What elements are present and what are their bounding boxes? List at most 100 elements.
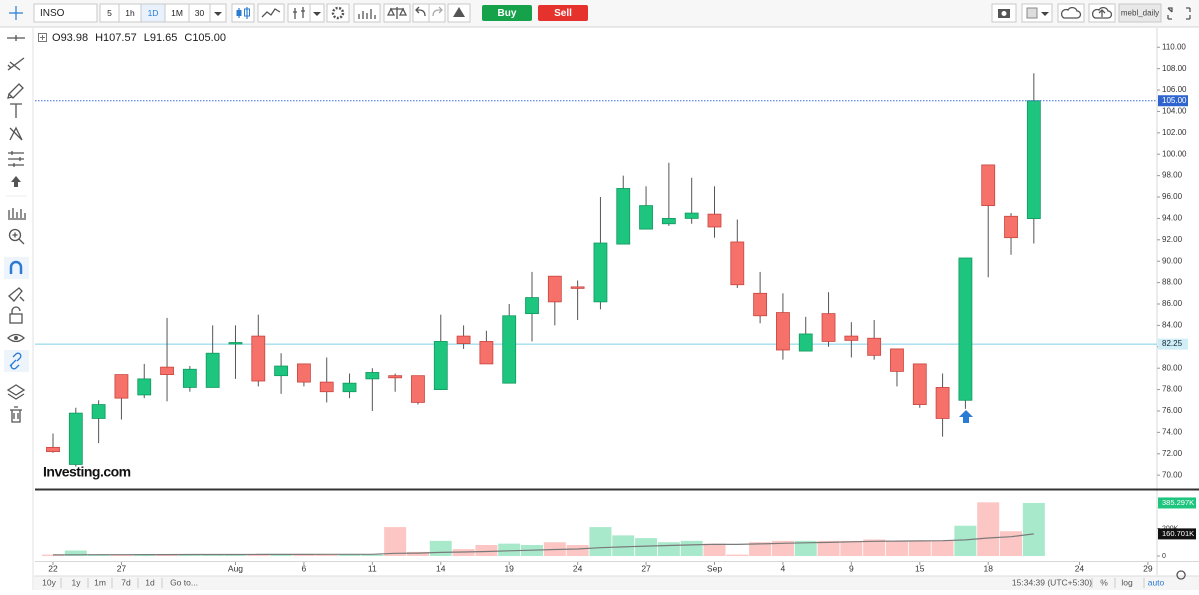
line-tool[interactable] <box>7 35 25 41</box>
range-button[interactable]: 1m <box>94 577 106 587</box>
candle-body <box>798 333 813 352</box>
lock-icon <box>11 306 21 314</box>
volume-bar <box>885 540 908 557</box>
candles-icon <box>244 8 250 17</box>
buy-button[interactable] <box>482 5 532 21</box>
x-tick-label: 29 <box>1143 563 1153 573</box>
frame-icon <box>1026 7 1038 19</box>
redo-button[interactable] <box>428 3 446 23</box>
y-tick-label: 84.00 <box>1162 321 1183 330</box>
candle-body <box>593 242 608 303</box>
range-button[interactable]: 7d <box>121 577 131 587</box>
crosshair-tool[interactable] <box>9 6 23 20</box>
candle-body <box>776 312 790 351</box>
settings-icon[interactable] <box>1176 570 1186 580</box>
volume-bar <box>110 554 133 557</box>
pattern-tool[interactable] <box>9 126 23 141</box>
y-tick-label: 86.00 <box>1162 299 1183 308</box>
line-button[interactable] <box>257 3 285 23</box>
scale-option[interactable]: auto <box>1148 577 1165 587</box>
magnet-active <box>4 257 29 279</box>
candles-button[interactable] <box>231 3 255 23</box>
axes: 70.0072.0074.0076.0078.0080.0082.0084.00… <box>48 42 1196 573</box>
y-tick-label: 88.00 <box>1162 278 1183 287</box>
trash-tool[interactable] <box>10 406 22 423</box>
lock-tool[interactable] <box>9 313 23 324</box>
level-badge <box>1158 338 1188 350</box>
text-tool[interactable] <box>10 103 22 118</box>
last-price-label: 105.00 <box>1162 96 1187 105</box>
sync-tool[interactable] <box>9 352 22 370</box>
y-tick-label: 78.00 <box>1162 385 1183 394</box>
ma-label: 160.701K <box>1162 529 1194 538</box>
candles-icon <box>236 10 242 16</box>
zoom-tool[interactable] <box>8 228 22 242</box>
volume-bar <box>863 539 886 557</box>
candle-body <box>46 446 60 453</box>
candle-body <box>661 218 676 225</box>
level-label: 82.25 <box>1162 339 1183 348</box>
legend-key: O <box>52 32 61 44</box>
candle-body <box>684 212 699 219</box>
x-tick-label: 27 <box>117 563 127 573</box>
candle-body <box>91 404 106 419</box>
bottom-bar <box>34 576 1199 590</box>
volume-bar <box>771 540 794 557</box>
candle-body <box>205 352 220 388</box>
x-tick-label: 11 <box>368 563 377 573</box>
candle-body <box>616 188 631 245</box>
candle-body <box>890 348 904 372</box>
undo-button[interactable] <box>412 3 430 23</box>
layers-tool[interactable] <box>6 384 26 400</box>
symbol-input[interactable] <box>33 3 98 23</box>
expand-icon <box>1167 7 1191 20</box>
volume-bar <box>498 543 521 557</box>
range-button[interactable]: Go to... <box>170 577 198 587</box>
measure-tool[interactable] <box>8 208 26 220</box>
sell-button[interactable] <box>538 5 588 21</box>
range-button[interactable]: 1d <box>145 577 155 587</box>
y-tick-label: 102.00 <box>1162 128 1187 137</box>
redo-icon <box>432 6 443 17</box>
volume-bar <box>178 554 201 557</box>
volume-bar <box>726 554 749 557</box>
volume-bar <box>1022 502 1045 557</box>
range-button[interactable]: 10y <box>42 577 56 587</box>
volume-bar <box>361 554 384 557</box>
zoom-icon <box>12 232 25 245</box>
legend-toggle-icon <box>40 35 45 40</box>
range-button[interactable]: 1y <box>72 577 82 587</box>
watermark: Investing.com <box>43 464 131 480</box>
candle-body <box>411 375 425 403</box>
settings-button[interactable] <box>326 3 350 23</box>
fib-tool[interactable] <box>8 151 24 167</box>
arrow-tool[interactable] <box>11 176 21 187</box>
candle-body <box>1026 100 1041 220</box>
brush-tool[interactable] <box>7 83 24 99</box>
candle-body <box>821 313 836 342</box>
y-tick-label: 74.00 <box>1162 427 1183 436</box>
x-tick-label: 14 <box>436 563 446 573</box>
volume-bar <box>680 540 703 557</box>
scale-option[interactable]: log <box>1121 577 1133 587</box>
trend-tool[interactable] <box>7 57 25 71</box>
legend-value: 91.65 <box>150 32 178 44</box>
hide-tool[interactable] <box>7 333 25 343</box>
volume-bar <box>977 502 1000 557</box>
draw-mode-tool[interactable] <box>8 287 25 302</box>
scale-option[interactable]: % <box>1100 577 1108 587</box>
bars-button[interactable] <box>287 3 311 23</box>
volume-bar <box>406 551 429 557</box>
candle-body <box>1004 215 1018 239</box>
volume-bar <box>42 554 64 557</box>
candle-body <box>365 372 380 380</box>
candle-body <box>274 365 289 377</box>
legend-toggle[interactable] <box>38 33 47 42</box>
left-toolbar <box>0 28 33 590</box>
magnet-tool[interactable] <box>9 260 23 274</box>
layout-name-box[interactable] <box>1118 3 1162 23</box>
dropdown-arrow <box>214 12 222 16</box>
candle-body <box>68 412 83 465</box>
annotation-arrow <box>959 410 973 423</box>
camera-icon <box>1001 11 1007 16</box>
